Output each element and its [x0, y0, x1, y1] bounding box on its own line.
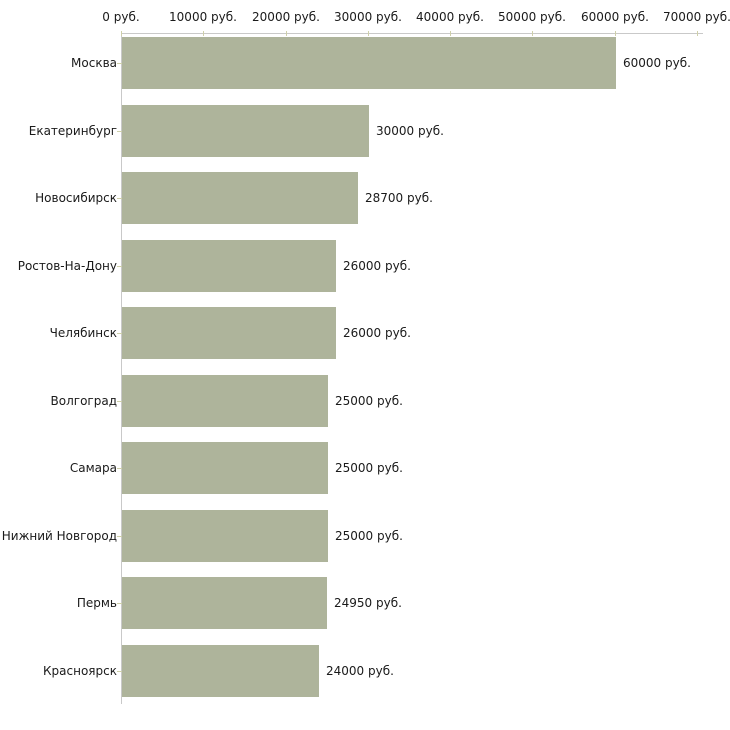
y-tick-mark — [117, 468, 122, 469]
x-tick-label: 60000 руб. — [581, 10, 649, 24]
bar — [122, 105, 369, 157]
x-tick-mark — [368, 31, 369, 36]
category-label: Москва — [71, 56, 117, 70]
category-label: Нижний Новгород — [1, 529, 117, 543]
y-tick-mark — [117, 671, 122, 672]
y-axis-line — [121, 33, 122, 704]
bar — [122, 577, 327, 629]
value-label: 24000 руб. — [326, 664, 394, 678]
value-label: 26000 руб. — [343, 326, 411, 340]
bar — [122, 240, 336, 292]
y-tick-mark — [117, 401, 122, 402]
x-tick-label: 20000 руб. — [252, 10, 320, 24]
y-tick-mark — [117, 333, 122, 334]
bar — [122, 442, 328, 494]
x-tick-label: 40000 руб. — [416, 10, 484, 24]
value-label: 25000 руб. — [335, 394, 403, 408]
value-label: 25000 руб. — [335, 529, 403, 543]
category-label: Новосибирск — [35, 191, 117, 205]
x-tick-label: 70000 руб. — [663, 10, 730, 24]
y-tick-mark — [117, 266, 122, 267]
bar — [122, 510, 328, 562]
x-axis-line — [121, 33, 703, 34]
value-label: 24950 руб. — [334, 596, 402, 610]
x-tick-mark — [203, 31, 204, 36]
bar — [122, 172, 358, 224]
value-label: 26000 руб. — [343, 259, 411, 273]
value-label: 28700 руб. — [365, 191, 433, 205]
category-label: Самара — [69, 461, 117, 475]
x-tick-mark — [615, 31, 616, 36]
bar — [122, 375, 328, 427]
category-label: Екатеринбург — [28, 124, 117, 138]
x-tick-mark — [121, 31, 122, 36]
value-label: 25000 руб. — [335, 461, 403, 475]
x-tick-mark — [697, 31, 698, 36]
y-tick-mark — [117, 198, 122, 199]
value-label: 60000 руб. — [623, 56, 691, 70]
x-tick-label: 0 руб. — [102, 10, 140, 24]
bar — [122, 307, 336, 359]
x-tick-label: 30000 руб. — [334, 10, 402, 24]
value-label: 30000 руб. — [376, 124, 444, 138]
x-tick-label: 50000 руб. — [498, 10, 566, 24]
bar — [122, 645, 319, 697]
x-tick-mark — [532, 31, 533, 36]
y-tick-mark — [117, 536, 122, 537]
x-tick-mark — [286, 31, 287, 36]
category-label: Пермь — [76, 596, 117, 610]
category-label: Челябинск — [49, 326, 117, 340]
y-tick-mark — [117, 603, 122, 604]
category-label: Ростов-На-Дону — [17, 259, 117, 273]
category-label: Волгоград — [50, 394, 117, 408]
y-tick-mark — [117, 63, 122, 64]
x-tick-mark — [450, 31, 451, 36]
bar — [122, 37, 616, 89]
x-tick-label: 10000 руб. — [169, 10, 237, 24]
category-label: Красноярск — [43, 664, 117, 678]
y-tick-mark — [117, 131, 122, 132]
